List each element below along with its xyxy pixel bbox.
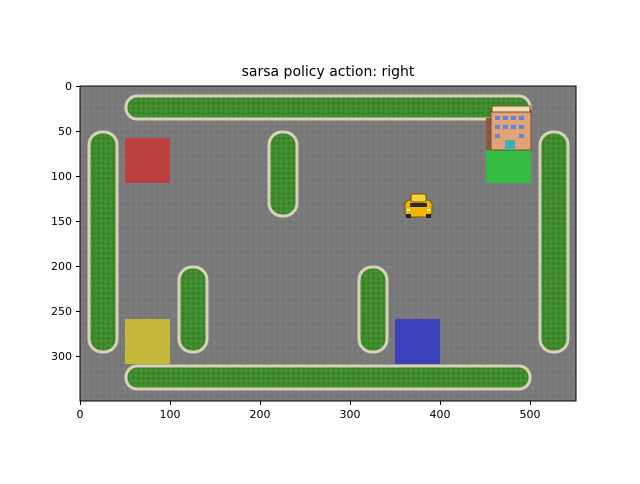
x-axis: 0 100 200 300 400 500 [77,401,541,421]
hedge-left [87,130,119,354]
y-tick-label: 0 [65,80,72,93]
y-tick-label: 200 [51,260,72,273]
y-tick-label: 100 [51,170,72,183]
yellow-stop [125,319,170,364]
x-tick-label: 100 [160,408,181,421]
x-tick-label: 400 [430,408,451,421]
hedge-right [538,130,570,354]
axes-frame [79,85,577,402]
y-tick-label: 250 [51,305,72,318]
y-axis: 0 50 100 150 200 250 300 [51,80,80,363]
hedge-lower-middle [357,265,389,354]
x-tick-label: 500 [520,408,541,421]
hedge-center-top [267,130,299,218]
blue-stop [395,319,440,364]
y-tick-label: 300 [51,350,72,363]
hotel-building-icon [486,105,532,151]
x-tick-label: 200 [250,408,271,421]
y-tick-label: 50 [58,125,72,138]
y-tick-label: 150 [51,215,72,228]
plot-title: sarsa policy action: right [242,64,415,80]
taxi-game-board [80,86,576,401]
hedge-top [124,94,532,121]
hedge-bottom [124,364,532,391]
x-tick-label: 0 [77,408,84,421]
hedge-lower-left [177,265,209,354]
taxi-icon [404,193,433,218]
green-stop [486,148,531,183]
red-stop [125,138,170,183]
x-tick-label: 300 [340,408,361,421]
